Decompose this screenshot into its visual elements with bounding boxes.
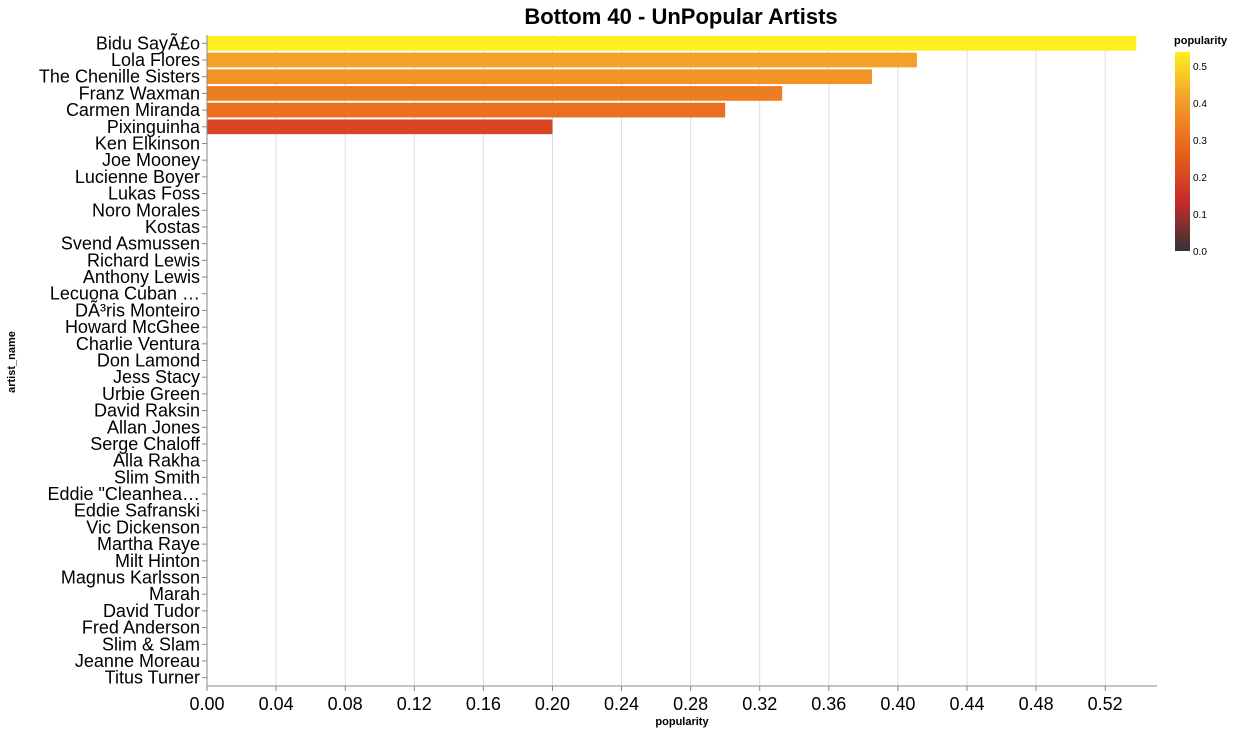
y-tick-label: Titus Turner xyxy=(105,668,200,688)
y-tick-label: DÃ³ris Monteiro xyxy=(75,299,200,320)
y-tick-label: Svend Asmussen xyxy=(61,234,200,254)
bar xyxy=(207,119,553,135)
y-axis-title: artist_name xyxy=(6,331,18,393)
y-tick-label: Pixinguinha xyxy=(107,117,201,137)
y-tick-label: Anthony Lewis xyxy=(83,267,200,287)
y-tick-label: Slim Smith xyxy=(114,467,200,487)
legend-tick-label: 0.1 xyxy=(1193,210,1207,221)
x-tick-label: 0.28 xyxy=(673,694,708,714)
x-tick-label: 0.44 xyxy=(949,694,984,714)
legend-tick-label: 0.5 xyxy=(1193,62,1207,73)
y-tick-label: Jeanne Moreau xyxy=(75,651,200,671)
x-tick-label: 0.00 xyxy=(189,694,224,714)
legend-colorbar xyxy=(1175,52,1190,251)
x-axis-title: popularity xyxy=(655,716,709,728)
y-tick-label: Fred Anderson xyxy=(82,618,200,638)
y-tick-label: Lucienne Boyer xyxy=(75,167,200,187)
legend-tick-label: 0.0 xyxy=(1193,247,1207,258)
y-tick-label: The Chenille Sisters xyxy=(39,67,200,87)
y-tick-label: Allan Jones xyxy=(107,417,200,437)
y-tick-label: Ken Elkinson xyxy=(95,134,200,154)
bar xyxy=(207,69,872,85)
x-tick-label: 0.52 xyxy=(1088,694,1123,714)
bar xyxy=(207,36,1137,51)
legend-tick-label: 0.3 xyxy=(1193,136,1207,147)
y-tick-label: Don Lamond xyxy=(97,351,200,371)
x-tick-label: 0.08 xyxy=(328,694,363,714)
x-tick-label: 0.32 xyxy=(742,694,777,714)
y-tick-label: Joe Mooney xyxy=(102,150,200,170)
x-tick-label: 0.24 xyxy=(604,694,639,714)
y-tick-label: Noro Morales xyxy=(92,200,200,220)
chart-title: Bottom 40 - UnPopular Artists xyxy=(524,4,838,29)
x-tick-label: 0.48 xyxy=(1019,694,1054,714)
y-tick-label: Vic Dickenson xyxy=(86,517,200,537)
y-tick-label: Bidu SayÃ£o xyxy=(96,32,200,53)
y-tick-label: Lecuona Cuban … xyxy=(50,284,200,304)
bar xyxy=(207,52,917,68)
x-tick-label: 0.04 xyxy=(259,694,294,714)
y-tick-label: Jess Stacy xyxy=(113,367,200,387)
y-tick-label: Serge Chaloff xyxy=(90,434,201,454)
y-tick-label: Milt Hinton xyxy=(115,551,200,571)
x-tick-label: 0.40 xyxy=(880,694,915,714)
x-tick-label: 0.20 xyxy=(535,694,570,714)
y-tick-label: Magnus Karlsson xyxy=(61,568,200,588)
legend-tick-label: 0.4 xyxy=(1193,99,1207,110)
bar xyxy=(207,102,726,118)
x-tick-label: 0.12 xyxy=(397,694,432,714)
y-tick-label: Alla Rakha xyxy=(113,451,201,471)
y-tick-label: Martha Raye xyxy=(97,534,200,554)
y-tick-label: Marah xyxy=(149,584,200,604)
y-tick-label: Richard Lewis xyxy=(87,250,200,270)
legend-title: popularity xyxy=(1174,35,1228,47)
y-tick-label: Carmen Miranda xyxy=(66,100,201,120)
y-tick-label: Eddie Safranski xyxy=(74,501,200,521)
bar xyxy=(207,86,783,101)
y-tick-label: David Raksin xyxy=(94,401,200,421)
y-tick-label: Lola Flores xyxy=(111,50,200,70)
y-tick-label: Franz Waxman xyxy=(79,83,200,103)
x-tick-label: 0.16 xyxy=(466,694,501,714)
y-tick-label: Eddie "Cleanhea… xyxy=(48,484,201,504)
y-tick-label: Slim & Slam xyxy=(102,634,200,654)
y-tick-label: Urbie Green xyxy=(102,384,200,404)
x-tick-label: 0.36 xyxy=(811,694,846,714)
y-tick-label: Charlie Ventura xyxy=(76,334,201,354)
y-tick-label: Lukas Foss xyxy=(108,184,200,204)
y-tick-label: Howard McGhee xyxy=(65,317,200,337)
y-tick-label: David Tudor xyxy=(103,601,200,621)
legend-tick-label: 0.2 xyxy=(1193,173,1207,184)
y-tick-label: Kostas xyxy=(145,217,200,237)
